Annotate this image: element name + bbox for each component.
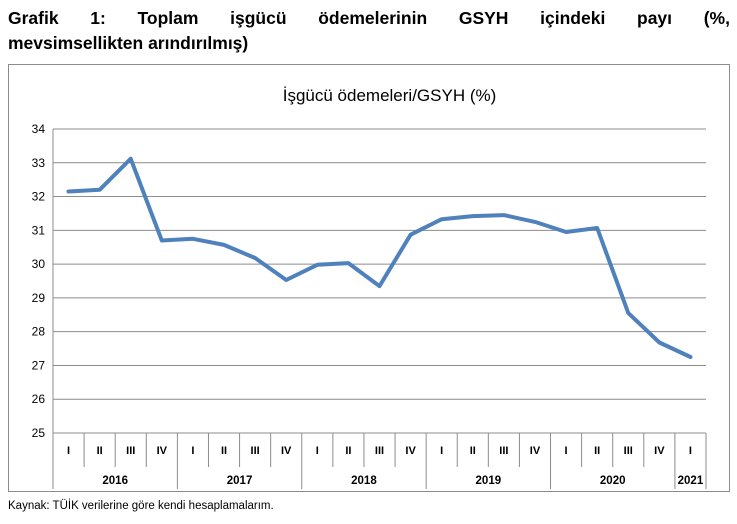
data-point bbox=[160, 239, 164, 242]
data-point bbox=[658, 341, 661, 344]
data-point bbox=[253, 256, 257, 260]
figure-title-word: 1: bbox=[90, 8, 106, 28]
year-label: 2020 bbox=[600, 475, 626, 487]
figure-title-word: Grafik bbox=[8, 8, 59, 28]
x-tick-label: III bbox=[375, 445, 384, 457]
data-point bbox=[316, 263, 319, 266]
figure-title-word: (%, bbox=[703, 8, 730, 28]
line-chart: İşgücü ödemeleri/GSYH (%) 25 26 27 28 29 30 31 3… bbox=[32, 86, 707, 489]
data-point bbox=[502, 213, 506, 217]
x-tick-label: IV bbox=[157, 445, 168, 457]
x-tick-label: III bbox=[126, 445, 135, 457]
x-tick-label: IV bbox=[530, 445, 541, 457]
figure-title-word: içindeki bbox=[540, 8, 606, 28]
data-point bbox=[378, 284, 381, 288]
data-point bbox=[564, 230, 568, 234]
figure-title-line-1: Grafik 1: Toplam işgücü ödemelerinin GSYH için… bbox=[8, 6, 730, 31]
y-tick-label: 32 bbox=[32, 190, 46, 204]
data-point bbox=[222, 243, 226, 247]
figure-title-word: GSYH bbox=[458, 8, 509, 28]
x-tick-label: I bbox=[191, 445, 194, 457]
y-tick-label: 30 bbox=[32, 257, 46, 271]
year-label: 2016 bbox=[102, 475, 128, 487]
x-tick-label: II bbox=[470, 445, 476, 457]
figure-title-word: işgücü bbox=[230, 8, 287, 28]
data-point bbox=[471, 214, 474, 218]
y-tick-label: 29 bbox=[32, 291, 46, 305]
x-tick-label: I bbox=[565, 445, 568, 457]
x-tick-label: IV bbox=[405, 445, 416, 457]
data-point bbox=[595, 226, 599, 230]
x-tick-label: I bbox=[67, 445, 70, 457]
data-point bbox=[129, 157, 132, 160]
year-label: 2018 bbox=[351, 475, 377, 487]
figure-title-word: payı bbox=[637, 8, 673, 28]
data-point bbox=[191, 237, 195, 240]
data-point bbox=[285, 278, 288, 282]
y-tick-label: 34 bbox=[32, 122, 46, 136]
data-point bbox=[440, 217, 443, 221]
x-tick-label: IV bbox=[654, 445, 665, 457]
figure-title: Grafik 1: Toplam işgücü ödemelerinin GSYH için… bbox=[8, 6, 730, 56]
figure-title-line-2: mevsimsellikten arındırılmış) bbox=[8, 33, 249, 53]
year-label: 2017 bbox=[227, 475, 253, 487]
chart-area: İşgücü ödemeleri/GSYH (%) 25 26 27 28 29 30 31 3… bbox=[8, 64, 730, 492]
data-point bbox=[689, 355, 692, 359]
y-tick-label: 31 bbox=[32, 223, 46, 237]
x-tick-label: I bbox=[440, 445, 443, 457]
data-point bbox=[533, 220, 537, 224]
series-line bbox=[66, 156, 693, 359]
y-tick-label: 28 bbox=[32, 325, 46, 339]
x-tick-label: III bbox=[251, 445, 260, 457]
data-point bbox=[347, 261, 350, 265]
chart-title: İşgücü ödemeleri/GSYH (%) bbox=[283, 86, 497, 105]
source-note: Kaynak: TÜİK verilerine göre kendi hesap… bbox=[8, 500, 274, 512]
x-tick-label: II bbox=[345, 445, 351, 457]
data-point bbox=[627, 311, 630, 315]
y-tick-label: 27 bbox=[32, 358, 46, 372]
x-tick-label: II bbox=[221, 445, 227, 457]
data-point bbox=[409, 233, 412, 236]
x-tick-label: I bbox=[689, 445, 692, 457]
figure-title-word: ödemelerinin bbox=[318, 8, 428, 28]
x-tick-label: II bbox=[594, 445, 600, 457]
figure-title-word: Toplam bbox=[137, 8, 199, 28]
data-point bbox=[98, 188, 101, 191]
x-tick-label: IV bbox=[281, 445, 292, 457]
y-tick-label: 25 bbox=[32, 426, 46, 440]
year-label: 2021 bbox=[678, 475, 704, 487]
x-tick-label: I bbox=[316, 445, 319, 457]
x-tick-label: II bbox=[97, 445, 103, 457]
year-label: 2019 bbox=[476, 475, 502, 487]
x-tick-label: III bbox=[499, 445, 508, 457]
y-tick-label: 33 bbox=[32, 156, 46, 170]
data-point bbox=[67, 190, 70, 193]
x-tick-label: III bbox=[624, 445, 633, 457]
y-tick-label: 26 bbox=[32, 392, 46, 406]
